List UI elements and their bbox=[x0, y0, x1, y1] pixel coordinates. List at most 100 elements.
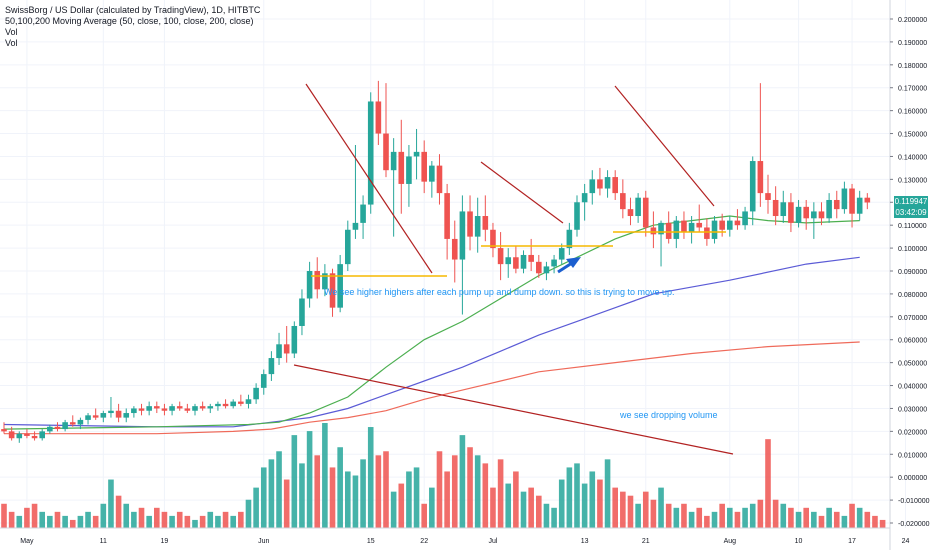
volume-bar bbox=[856, 507, 863, 528]
volume-bar bbox=[597, 479, 603, 528]
volume-bar bbox=[749, 503, 756, 528]
volume-bar bbox=[833, 511, 840, 528]
y-tick-label: 0.030000 bbox=[898, 406, 927, 413]
chart-legend: SwissBorg / US Dollar (calculated by Tra… bbox=[5, 5, 260, 49]
candle-body bbox=[696, 222, 703, 228]
y-tick-label: 0.140000 bbox=[898, 154, 927, 161]
ma200-line bbox=[4, 341, 860, 435]
volume-bar bbox=[383, 451, 389, 528]
candle-body bbox=[558, 248, 565, 260]
candle-body bbox=[612, 177, 618, 194]
volume-bar bbox=[146, 515, 152, 528]
candle-body bbox=[818, 211, 825, 219]
candle-body bbox=[688, 222, 695, 233]
volume-bar bbox=[238, 511, 244, 528]
volume-bar bbox=[772, 499, 779, 528]
volume-bar bbox=[696, 507, 703, 528]
volume-bar bbox=[551, 507, 557, 528]
volume-bar bbox=[673, 507, 680, 528]
ma50-line bbox=[3, 215, 860, 430]
volume-bar bbox=[24, 507, 30, 528]
candle-body bbox=[291, 325, 298, 354]
y-tick-label: 0.070000 bbox=[898, 315, 927, 322]
volume-bar bbox=[69, 519, 76, 528]
candle-body bbox=[490, 229, 496, 249]
candle-body bbox=[8, 431, 15, 439]
volume-bar bbox=[513, 471, 519, 528]
volume-bar bbox=[642, 491, 649, 528]
volume-bar bbox=[192, 519, 198, 528]
volume-bar bbox=[390, 491, 397, 528]
volume-bar bbox=[329, 467, 336, 528]
y-tick-label: 0.020000 bbox=[898, 429, 927, 436]
candle-body bbox=[711, 220, 718, 239]
volume-bar bbox=[375, 455, 382, 528]
candle-body bbox=[551, 259, 557, 267]
candle-body bbox=[604, 177, 611, 189]
volume-bar bbox=[879, 519, 886, 528]
candle-body bbox=[352, 222, 359, 230]
candle-body bbox=[375, 101, 382, 134]
candle-body bbox=[383, 133, 389, 171]
candle-body bbox=[451, 238, 458, 260]
volume-bar bbox=[268, 459, 275, 528]
volume-bar bbox=[77, 515, 84, 528]
candle-body bbox=[856, 197, 863, 214]
candle-body bbox=[337, 264, 343, 308]
candle-body bbox=[131, 408, 137, 414]
volume-bar bbox=[299, 463, 305, 528]
volume-bar bbox=[138, 507, 145, 528]
candle-body bbox=[92, 415, 99, 418]
candle-body bbox=[24, 433, 30, 436]
volume-bar bbox=[406, 471, 412, 528]
candle-body bbox=[497, 248, 504, 265]
volume-bar bbox=[16, 515, 23, 528]
candle-body bbox=[16, 433, 23, 439]
candle-body bbox=[742, 211, 748, 226]
candle-body bbox=[749, 161, 756, 212]
volume-bar bbox=[818, 515, 825, 528]
y-tick-label: 0.180000 bbox=[898, 63, 927, 70]
x-tick-label: 24 bbox=[902, 538, 910, 545]
candle-body bbox=[154, 406, 160, 409]
candle-body bbox=[406, 156, 412, 184]
volume-bar bbox=[650, 499, 657, 528]
candle-body bbox=[100, 413, 107, 418]
volume-bar bbox=[360, 459, 366, 528]
candle-body bbox=[31, 435, 38, 439]
volume-bar bbox=[704, 515, 710, 528]
y-tick-label: 0.190000 bbox=[898, 40, 927, 47]
volume-bar bbox=[276, 451, 282, 528]
volume-bar bbox=[199, 515, 206, 528]
candle-body bbox=[299, 298, 305, 326]
candle-body bbox=[108, 410, 114, 414]
volume-bar bbox=[123, 503, 130, 528]
volume-bar bbox=[154, 507, 160, 528]
volume-bar bbox=[8, 511, 15, 528]
candle-body bbox=[772, 199, 779, 217]
volume-bar bbox=[306, 431, 313, 528]
volume-bar bbox=[765, 439, 771, 528]
volume-bar bbox=[558, 479, 565, 528]
volume-bar bbox=[566, 467, 573, 528]
candle-body bbox=[138, 408, 145, 411]
y-tick-label: 0.050000 bbox=[898, 361, 927, 368]
volume-bar bbox=[222, 511, 229, 528]
volume-bar bbox=[1, 503, 7, 528]
candle-body bbox=[253, 387, 259, 400]
candle-body bbox=[199, 406, 206, 409]
last-price-tag: 0.119947 bbox=[894, 196, 928, 208]
candle-body bbox=[482, 216, 489, 230]
candle-body bbox=[520, 254, 527, 269]
volume-bar bbox=[322, 423, 328, 528]
y-tick-label: 0.000000 bbox=[898, 475, 927, 482]
volume-bar bbox=[612, 487, 618, 528]
x-tick-label: 15 bbox=[367, 538, 375, 545]
candle-body bbox=[367, 101, 374, 205]
volume-bar bbox=[474, 455, 481, 528]
legend-moving-average: 50,100,200 Moving Average (50, close, 10… bbox=[5, 16, 254, 26]
candle-body bbox=[192, 406, 198, 411]
volume-bar bbox=[872, 515, 878, 528]
